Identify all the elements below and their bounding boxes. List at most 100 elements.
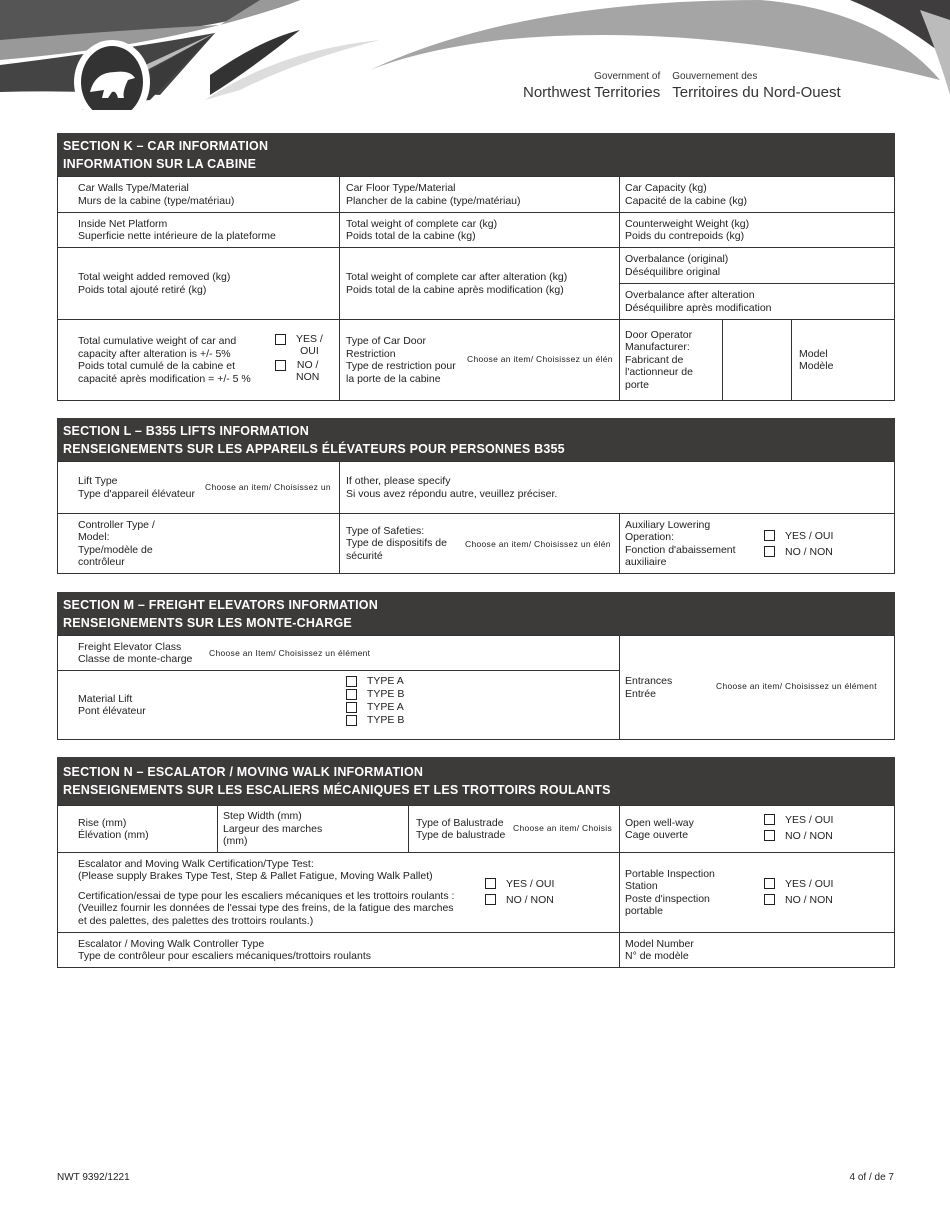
label: N° de modèle <box>625 950 689 962</box>
section-subtitle: RENSEIGNEMENTS SUR LES ESCALIERS MÉCANIQ… <box>63 783 611 797</box>
balustrade-cell: Type of Balustrade Type de balustrade <box>408 805 620 853</box>
label: Type/modèle de <box>78 543 153 556</box>
model-number-field[interactable]: Model Number N° de modèle <box>619 932 895 968</box>
freight-class-dropdown[interactable]: Choose an Item/ Choisissez un élément <box>209 648 371 658</box>
type-b-checkbox[interactable]: TYPE B <box>346 714 404 727</box>
rise-field[interactable]: Rise (mm) Élévation (mm) <box>57 805 218 853</box>
entrances-dropdown[interactable]: Choose an item/ Choisissez un élément <box>716 681 877 691</box>
checkbox-icon[interactable] <box>275 334 286 345</box>
total-weight-field[interactable]: Total weight of complete car (kg) Poids t… <box>339 212 620 248</box>
no-checkbox[interactable]: NO / NON <box>275 359 323 383</box>
label: Type de balustrade <box>416 829 506 841</box>
step-width-field[interactable]: Step Width (mm) Largeur des marches (mm) <box>217 805 409 853</box>
label: Total weight of complete car (kg) <box>346 217 498 230</box>
overbalance-original-field[interactable]: Overbalance (original) Déséquilibre origi… <box>619 247 895 284</box>
no-checkbox[interactable]: NO / NON <box>764 893 833 907</box>
model-field[interactable]: Model Modèle <box>791 319 895 401</box>
balustrade-dropdown[interactable]: Choose an item/ Choisis <box>513 823 613 833</box>
yes-checkbox[interactable]: YES / OUI <box>764 529 833 543</box>
label: Escalator and Moving Walk Certification/… <box>78 857 314 870</box>
inside-net-platform-field[interactable]: Inside Net Platform Superficie nette inté… <box>57 212 340 248</box>
wellway-checkboxes: YES / OUI NO / NON <box>764 813 833 845</box>
checkbox-icon[interactable] <box>764 530 775 541</box>
lift-type-dropdown[interactable]: Choose an item/ Choisissez un <box>205 482 331 492</box>
label: (Please supply Brakes Type Test, Step & … <box>78 870 433 883</box>
gov-fr-small: Gouvernement des <box>672 71 758 82</box>
gov-en: Northwest Territories <box>523 84 661 101</box>
weight-after-alteration-field[interactable]: Total weight of complete car after alter… <box>339 247 620 320</box>
type-a-checkbox[interactable]: TYPE A <box>346 701 404 714</box>
section-title: SECTION M – FREIGHT ELEVATORS INFORMATIO… <box>63 597 378 612</box>
yes-checkbox[interactable]: YES / OUI <box>275 333 323 357</box>
label: Open well-way <box>625 816 694 829</box>
overbalance-after-field[interactable]: Overbalance after alteration Déséquilibre… <box>619 283 895 320</box>
yes-checkbox[interactable]: YES / OUI <box>764 877 833 891</box>
portable-checkboxes: YES / OUI NO / NON <box>764 877 833 909</box>
label: (Veuillez fournir les données de l'essai… <box>78 902 454 915</box>
label: Pont élévateur <box>78 705 146 717</box>
yes-checkbox[interactable]: YES / OUI <box>485 877 554 891</box>
car-floor-field[interactable]: Car Floor Type/Material Plancher de la ca… <box>339 176 620 213</box>
other-specify-field[interactable]: If other, please specify Si vous avez rép… <box>339 461 895 514</box>
checkbox-icon[interactable] <box>764 546 775 557</box>
counterweight-field[interactable]: Counterweight Weight (kg) Poids du contre… <box>619 212 895 248</box>
checkbox-icon[interactable] <box>485 894 496 905</box>
certification-cell: Escalator and Moving Walk Certification/… <box>57 852 620 933</box>
checkbox-icon[interactable] <box>764 814 775 825</box>
type-a-checkbox[interactable]: TYPE A <box>346 675 404 688</box>
open-wellway-cell: Open well-way Cage ouverte <box>619 805 895 853</box>
door-restriction-dropdown[interactable]: Choose an item/ Choisissez un élén <box>467 354 613 364</box>
controller-type-field[interactable]: Controller Type / Model: Type/modèle de con… <box>57 513 340 574</box>
section-title: SECTION K – CAR INFORMATION <box>63 138 269 153</box>
label: Type of Safeties: <box>346 524 425 537</box>
no-checkbox[interactable]: NO / NON <box>485 893 554 907</box>
certification-checkboxes: YES / OUI NO / NON <box>485 877 554 909</box>
label: Élévation (mm) <box>78 829 149 841</box>
label: Escalator / Moving Walk Controller Type <box>78 937 265 950</box>
checkbox-icon[interactable] <box>764 830 775 841</box>
checkbox-icon[interactable] <box>764 894 775 905</box>
form-number: NWT 9392/1221 <box>57 1172 130 1183</box>
label: TYPE A <box>367 675 404 687</box>
weight-added-removed-field[interactable]: Total weight added removed (kg) Poids tot… <box>57 247 340 320</box>
car-walls-field[interactable]: Car Walls Type/Material Murs de la cabine… <box>57 176 340 213</box>
label: Manufacturer: <box>625 341 690 354</box>
checkbox-icon[interactable] <box>764 878 775 889</box>
label: Door Operator <box>625 328 693 341</box>
gnwt-logo-text: Government of Northwest Territories Gouve… <box>523 69 841 101</box>
car-capacity-field[interactable]: Car Capacity (kg) Capacité de la cabine (… <box>619 176 895 213</box>
label: Poids total ajouté retiré (kg) <box>78 283 207 296</box>
label: Freight Elevator Class <box>78 640 182 653</box>
page-number: 4 of / de 7 <box>849 1172 894 1183</box>
label: Fonction d'abaissement <box>625 543 736 556</box>
label: Poids total de la cabine (kg) <box>346 230 476 242</box>
header-banner-graphic <box>0 0 950 110</box>
checkbox-icon[interactable] <box>346 702 357 713</box>
yes-checkbox[interactable]: YES / OUI <box>764 813 833 827</box>
checkbox-icon[interactable] <box>346 676 357 687</box>
checkbox-icon[interactable] <box>346 689 357 700</box>
label: la porte de la cabine <box>346 372 441 385</box>
label: TYPE B <box>367 688 405 700</box>
section-n-header: SECTION N – ESCALATOR / MOVING WALK INFO… <box>57 757 895 805</box>
checkbox-icon[interactable] <box>275 360 286 371</box>
checkbox-icon[interactable] <box>485 878 496 889</box>
aux-checkboxes: YES / OUI NO / NON <box>764 529 833 561</box>
material-lift-checkboxes: TYPE A TYPE B TYPE A TYPE B <box>346 675 404 727</box>
controller-type-field[interactable]: Escalator / Moving Walk Controller Type T… <box>57 932 620 968</box>
label: Classe de monte-charge <box>78 653 193 665</box>
label: Déséquilibre original <box>625 265 721 278</box>
no-checkbox[interactable]: NO / NON <box>764 545 833 559</box>
material-lift-cell: Material Lift Pont élévateur <box>57 670 620 740</box>
label: auxiliaire <box>625 556 667 568</box>
no-checkbox[interactable]: NO / NON <box>764 829 833 843</box>
label: Fabricant de <box>625 353 684 366</box>
type-b-checkbox[interactable]: TYPE B <box>346 688 404 701</box>
checkbox-icon[interactable] <box>346 715 357 726</box>
label: Entrances <box>625 675 673 687</box>
door-operator-input[interactable] <box>722 319 792 401</box>
section-k-header: SECTION K – CAR INFORMATION INFORMATION S… <box>57 133 895 176</box>
label: Type of Car Door <box>346 335 426 347</box>
safeties-dropdown[interactable]: Choose an item/ Choisissez un élén <box>465 539 611 549</box>
